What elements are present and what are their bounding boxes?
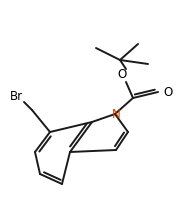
Text: O: O [163, 85, 172, 99]
Text: Br: Br [10, 91, 23, 103]
Text: O: O [117, 69, 127, 81]
Text: N: N [112, 109, 120, 121]
